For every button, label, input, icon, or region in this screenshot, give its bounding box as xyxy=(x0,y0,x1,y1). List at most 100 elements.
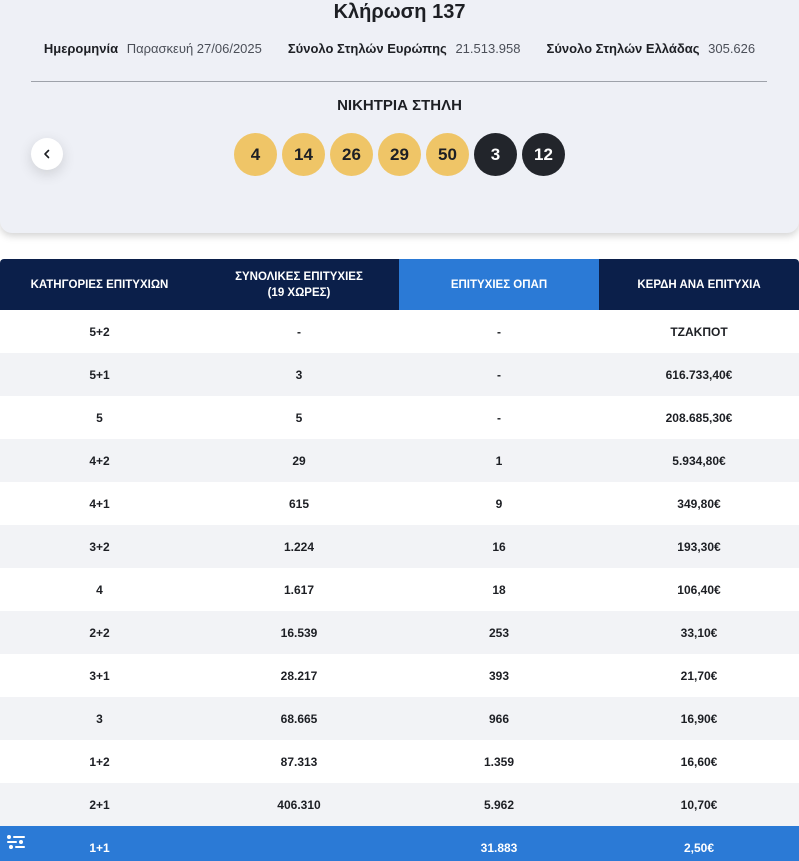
main-number-ball: 14 xyxy=(282,133,325,176)
cell-opap-winners: 393 xyxy=(488,668,510,683)
cell-category: 2+2 xyxy=(89,625,110,640)
cell-category: 3 xyxy=(96,711,103,726)
table-row: 5+2 - - ΤΖΑΚΠΟΤ xyxy=(0,310,799,353)
cell-opap-winners: 16 xyxy=(492,539,506,554)
table-row: 4+2 29 1 5.934,80€ xyxy=(0,439,799,482)
cell-category: 5+2 xyxy=(89,324,110,339)
cell-total-winners: 3 xyxy=(295,367,303,382)
previous-draw-button[interactable] xyxy=(31,138,63,170)
bonus-number-ball: 3 xyxy=(474,133,517,176)
cell-category: 3+1 xyxy=(89,668,110,683)
divider xyxy=(31,81,767,82)
header-total-winners-label: ΣΥΝΟΛΙΚΕΣ ΕΠΙΤΥΧΙΕΣ (19 ΧΩΡΕΣ) xyxy=(235,270,363,299)
table-body: 5+2 - - ΤΖΑΚΠΟΤ 5+1 3 - 616.733,40€ 5 5 - 208.685,3… xyxy=(0,310,799,861)
table-row: 1+2 87.313 1.359 16,60€ xyxy=(0,740,799,783)
cell-prize: 21,70€ xyxy=(680,668,718,683)
cell-opap-winners: - xyxy=(497,367,501,382)
cell-category: 4+1 xyxy=(89,496,110,511)
header-prize-per-winner: ΚΕΡΔΗ ΑΝΑ ΕΠΙΤΥΧΙΑ xyxy=(599,259,799,310)
greece-total: Σύνολο Στηλών Ελλάδας 305.626 xyxy=(547,40,756,58)
main-number-ball: 29 xyxy=(378,133,421,176)
cell-total-winners: 68.665 xyxy=(280,711,318,726)
cell-prize: 349,80€ xyxy=(677,496,721,511)
cell-prize: 5.934,80€ xyxy=(672,453,726,468)
draw-date-value: Παρασκευή 27/06/2025 xyxy=(126,41,262,56)
table-row: 1+1 31.883 2,50€ xyxy=(0,826,799,861)
cell-prize: 193,30€ xyxy=(677,539,721,554)
bonus-number-ball: 12 xyxy=(522,133,565,176)
cell-opap-winners: 966 xyxy=(488,711,510,726)
cell-category: 4+2 xyxy=(89,453,110,468)
accessibility-icon xyxy=(7,835,25,849)
main-number-ball: 50 xyxy=(426,133,469,176)
table-row: 5 5 - 208.685,30€ xyxy=(0,396,799,439)
table-row: 3 68.665 966 16,90€ xyxy=(0,697,799,740)
cell-opap-winners: 253 xyxy=(488,625,510,640)
table-row: 5+1 3 - 616.733,40€ xyxy=(0,353,799,396)
cell-opap-winners: - xyxy=(497,324,501,339)
header-prize-per-winner-label: ΚΕΡΔΗ ΑΝΑ ΕΠΙΤΥΧΙΑ xyxy=(637,278,761,291)
cell-prize: 616.733,40€ xyxy=(665,367,733,382)
header-categories: ΚΑΤΗΓΟΡΙΕΣ ΕΠΙΤΥΧΙΩΝ xyxy=(0,259,199,310)
header-categories-label: ΚΑΤΗΓΟΡΙΕΣ ΕΠΙΤΥΧΙΩΝ xyxy=(30,278,169,291)
cell-total-winners: 87.313 xyxy=(280,754,318,769)
cell-prize: 16,90€ xyxy=(680,711,718,726)
cell-total-winners xyxy=(199,826,399,861)
greece-total-label: Σύνολο Στηλών Ελλάδας xyxy=(546,41,700,56)
draw-date: Ημερομηνία Παρασκευή 27/06/2025 xyxy=(44,40,262,58)
cell-prize: ΤΖΑΚΠΟΤ xyxy=(670,324,728,339)
draw-date-label: Ημερομηνία xyxy=(43,41,119,56)
cell-prize: 10,70€ xyxy=(680,797,718,812)
cell-category: 5+1 xyxy=(89,367,110,382)
cell-total-winners: 406.310 xyxy=(277,797,321,812)
cell-opap-winners: 1.359 xyxy=(483,754,515,769)
header-total-winners: ΣΥΝΟΛΙΚΕΣ ΕΠΙΤΥΧΙΕΣ (19 ΧΩΡΕΣ) xyxy=(199,259,399,310)
prize-breakdown-table: ΚΑΤΗΓΟΡΙΕΣ ΕΠΙΤΥΧΙΩΝ ΣΥΝΟΛΙΚΕΣ ΕΠΙΤΥΧΙΕΣ… xyxy=(0,259,799,861)
draw-meta: Ημερομηνία Παρασκευή 27/06/2025 Σύνολο Σ… xyxy=(0,40,799,58)
table-row: 4 1.617 18 106,40€ xyxy=(0,568,799,611)
cell-prize: 106,40€ xyxy=(677,582,721,597)
cell-total-winners: 16.539 xyxy=(280,625,318,640)
cell-category: 3+2 xyxy=(89,539,110,554)
table-row: 2+2 16.539 253 33,10€ xyxy=(0,611,799,654)
cell-prize: 16,60€ xyxy=(680,754,718,769)
cell-opap-winners: - xyxy=(497,410,501,425)
main-number-ball: 4 xyxy=(234,133,277,176)
cell-opap-winners: 31.883 xyxy=(480,840,518,855)
cell-opap-winners: 5.962 xyxy=(483,797,515,812)
table-row: 3+2 1.224 16 193,30€ xyxy=(0,525,799,568)
winning-column-label: ΝΙΚΗΤΡΙΑ ΣΤΗΛΗ xyxy=(337,97,462,114)
cell-opap-winners: 9 xyxy=(495,496,503,511)
header-opap-winners: ΕΠΙΤΥΧΙΕΣ ΟΠΑΠ xyxy=(399,259,599,310)
europe-total: Σύνολο Στηλών Ευρώπης 21.513.958 xyxy=(288,40,521,58)
cell-opap-winners: 1 xyxy=(495,453,503,468)
accessibility-button[interactable] xyxy=(0,823,32,861)
cell-category: 1+1 xyxy=(89,840,110,855)
table-row: 3+1 28.217 393 21,70€ xyxy=(0,654,799,697)
cell-total-winners: 1.617 xyxy=(283,582,315,597)
cell-total-winners: 615 xyxy=(288,496,310,511)
cell-category: 5 xyxy=(96,410,103,425)
table-row: 4+1 615 9 349,80€ xyxy=(0,482,799,525)
cell-category: 4 xyxy=(96,582,103,597)
cell-total-winners: 29 xyxy=(292,453,306,468)
header-opap-winners-label: ΕΠΙΤΥΧΙΕΣ ΟΠΑΠ xyxy=(450,278,548,291)
winning-numbers: 4 14 26 29 50 3 12 xyxy=(234,133,565,177)
draw-summary-card: Κλήρωση 137 Ημερομηνία Παρασκευή 27/06/2… xyxy=(0,0,799,233)
table-header: ΚΑΤΗΓΟΡΙΕΣ ΕΠΙΤΥΧΙΩΝ ΣΥΝΟΛΙΚΕΣ ΕΠΙΤΥΧΙΕΣ… xyxy=(0,259,799,310)
greece-total-value: 305.626 xyxy=(708,41,756,56)
europe-total-label: Σύνολο Στηλών Ευρώπης xyxy=(287,41,447,56)
cell-total-winners: - xyxy=(297,324,301,339)
cell-total-winners: 28.217 xyxy=(280,668,318,683)
cell-category: 2+1 xyxy=(89,797,110,812)
cell-category: 1+2 xyxy=(89,754,110,769)
draw-title: Κλήρωση 137 xyxy=(333,1,466,23)
cell-prize: 33,10€ xyxy=(680,625,718,640)
europe-total-value: 21.513.958 xyxy=(455,41,521,56)
cell-total-winners: 5 xyxy=(295,410,303,425)
table-row: 2+1 406.310 5.962 10,70€ xyxy=(0,783,799,826)
cell-total-winners: 1.224 xyxy=(283,539,315,554)
chevron-left-icon xyxy=(44,149,50,159)
cell-prize: 208.685,30€ xyxy=(665,410,733,425)
main-number-ball: 26 xyxy=(330,133,373,176)
